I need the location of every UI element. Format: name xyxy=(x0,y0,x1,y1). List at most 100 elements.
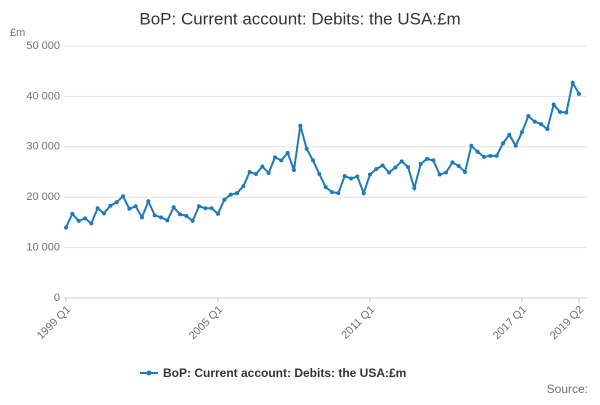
data-point xyxy=(437,172,442,177)
data-point xyxy=(545,127,550,132)
data-point xyxy=(190,218,195,223)
data-point xyxy=(140,215,144,220)
data-point xyxy=(380,163,385,168)
x-tick-label: 2017 Q1 xyxy=(491,304,529,342)
data-point xyxy=(165,218,170,223)
data-point xyxy=(570,80,575,85)
data-point xyxy=(76,218,81,223)
data-point xyxy=(393,165,398,170)
x-tick-label: 2011 Q1 xyxy=(339,304,377,342)
data-point xyxy=(121,194,125,199)
y-tick-label: 20 000 xyxy=(26,191,60,203)
data-point xyxy=(406,164,410,169)
y-tick-label: 0 xyxy=(54,292,60,304)
x-tick-label: 2005 Q1 xyxy=(187,304,225,342)
data-point xyxy=(64,225,68,230)
data-point xyxy=(209,206,214,211)
data-point xyxy=(444,170,448,175)
data-point xyxy=(241,184,246,189)
x-tick-label: 1999 Q1 xyxy=(35,304,73,342)
data-point xyxy=(450,160,455,165)
data-point xyxy=(355,174,360,179)
data-point xyxy=(507,132,512,137)
y-tick-label: 50 000 xyxy=(26,40,60,52)
data-point xyxy=(475,149,480,154)
data-line xyxy=(65,80,580,228)
data-point xyxy=(482,154,486,159)
data-point xyxy=(494,153,499,158)
data-point xyxy=(159,215,163,220)
data-point xyxy=(70,211,75,216)
data-point xyxy=(551,102,556,107)
y-tick-label: 30 000 xyxy=(26,141,60,153)
data-point xyxy=(361,191,366,196)
data-point xyxy=(323,185,328,190)
data-point xyxy=(431,158,436,163)
data-point xyxy=(254,172,258,177)
data-point xyxy=(197,204,201,209)
legend-marker xyxy=(146,370,152,376)
data-point xyxy=(146,199,151,204)
data-point xyxy=(266,171,271,176)
data-point xyxy=(317,172,322,177)
data-point xyxy=(260,164,265,169)
data-point xyxy=(152,213,157,218)
data-point xyxy=(285,150,290,155)
data-point xyxy=(203,206,208,211)
data-point xyxy=(577,91,581,96)
data-point xyxy=(222,197,227,202)
data-point xyxy=(171,205,176,210)
data-point xyxy=(513,143,518,148)
data-point xyxy=(184,213,189,218)
x-tick-label: 2019 Q2 xyxy=(548,304,586,342)
data-point xyxy=(273,155,277,160)
data-point xyxy=(298,123,303,128)
data-point xyxy=(133,204,138,209)
data-point xyxy=(235,191,239,196)
data-point xyxy=(311,158,315,163)
data-point xyxy=(387,170,391,175)
y-tick-label: 40 000 xyxy=(26,90,60,102)
data-point xyxy=(488,153,493,158)
data-point xyxy=(501,141,505,146)
chart-title: BoP: Current account: Debits: the USA:£m xyxy=(139,9,460,28)
data-point xyxy=(342,174,347,179)
data-point xyxy=(399,159,404,164)
data-point xyxy=(412,186,417,191)
data-point xyxy=(336,191,341,196)
data-point xyxy=(558,110,562,115)
data-point xyxy=(216,211,220,216)
data-point xyxy=(526,114,531,119)
data-point xyxy=(108,203,113,208)
legend-label: BoP: Current account: Debits: the USA:£m xyxy=(163,366,406,380)
data-point xyxy=(368,172,372,177)
data-point xyxy=(425,156,429,161)
data-point xyxy=(95,206,100,211)
source: Source: xyxy=(547,382,588,396)
data-point xyxy=(114,200,119,205)
y-axis-unit: £m xyxy=(10,27,25,39)
data-point xyxy=(520,130,524,135)
data-point xyxy=(178,212,182,217)
data-point xyxy=(532,119,537,124)
data-point xyxy=(469,143,474,148)
data-point xyxy=(349,176,353,181)
y-tick-label: 10 000 xyxy=(26,242,60,254)
data-point xyxy=(292,167,296,172)
data-point xyxy=(102,211,106,216)
data-point xyxy=(304,146,309,151)
data-point xyxy=(463,170,467,174)
data-point xyxy=(89,221,94,226)
data-point xyxy=(279,158,284,163)
data-point xyxy=(539,122,543,127)
data-point xyxy=(83,216,87,221)
data-point xyxy=(330,190,334,195)
data-point xyxy=(564,110,569,115)
data-point xyxy=(247,170,252,174)
data-point xyxy=(418,161,423,166)
data-point xyxy=(456,163,461,168)
data-point xyxy=(127,206,132,211)
data-point xyxy=(228,192,233,197)
data-point xyxy=(374,166,379,171)
